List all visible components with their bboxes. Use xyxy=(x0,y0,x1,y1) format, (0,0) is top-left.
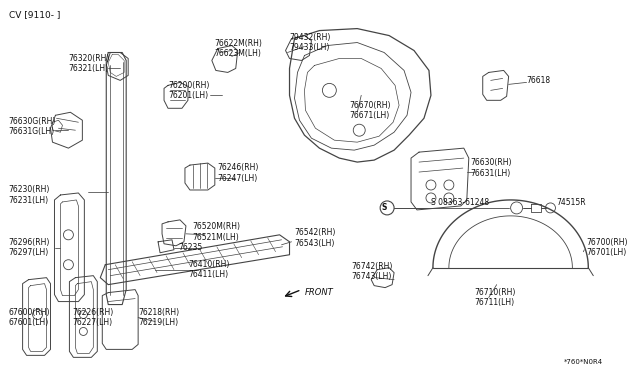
Text: 76700(RH)
76701(LH): 76700(RH) 76701(LH) xyxy=(586,238,628,257)
Text: 79432(RH)
79433(LH): 79432(RH) 79433(LH) xyxy=(289,33,331,52)
Text: S: S xyxy=(381,203,387,212)
Text: CV [9110- ]: CV [9110- ] xyxy=(9,10,60,19)
Text: 76320(RH)
76321(LH): 76320(RH) 76321(LH) xyxy=(68,54,110,73)
Text: 76520M(RH)
76521M(LH): 76520M(RH) 76521M(LH) xyxy=(192,222,240,241)
Text: 76710(RH)
76711(LH): 76710(RH) 76711(LH) xyxy=(475,288,516,307)
Text: 76742(RH)
76743(LH): 76742(RH) 76743(LH) xyxy=(351,262,393,281)
Text: 76630G(RH)
76631G(LH): 76630G(RH) 76631G(LH) xyxy=(9,116,56,136)
Text: 76226(RH)
76227(LH): 76226(RH) 76227(LH) xyxy=(72,308,114,327)
Text: 76618: 76618 xyxy=(527,76,550,85)
Text: 76200(RH)
76201(LH): 76200(RH) 76201(LH) xyxy=(168,81,209,100)
Text: 76622M(RH)
76623M(LH): 76622M(RH) 76623M(LH) xyxy=(215,39,262,58)
Text: 76235: 76235 xyxy=(178,243,202,252)
Text: 76296(RH)
76297(LH): 76296(RH) 76297(LH) xyxy=(9,238,50,257)
Text: 67600(RH)
67601(LH): 67600(RH) 67601(LH) xyxy=(9,308,50,327)
Text: S 08363-61248: S 08363-61248 xyxy=(431,198,489,208)
Text: 76670(RH)
76671(LH): 76670(RH) 76671(LH) xyxy=(349,100,391,120)
Text: 76246(RH)
76247(LH): 76246(RH) 76247(LH) xyxy=(218,163,259,183)
Text: 74515R: 74515R xyxy=(556,198,586,208)
Text: 76410(RH)
76411(LH): 76410(RH) 76411(LH) xyxy=(188,260,229,279)
Text: 76230(RH)
76231(LH): 76230(RH) 76231(LH) xyxy=(9,185,50,205)
Text: 76218(RH)
76219(LH): 76218(RH) 76219(LH) xyxy=(138,308,179,327)
Text: 76630(RH)
76631(LH): 76630(RH) 76631(LH) xyxy=(471,158,512,178)
Text: FRONT: FRONT xyxy=(305,288,333,297)
Text: *760*N0R4: *760*N0R4 xyxy=(563,359,602,365)
Text: 76542(RH)
76543(LH): 76542(RH) 76543(LH) xyxy=(294,228,336,247)
